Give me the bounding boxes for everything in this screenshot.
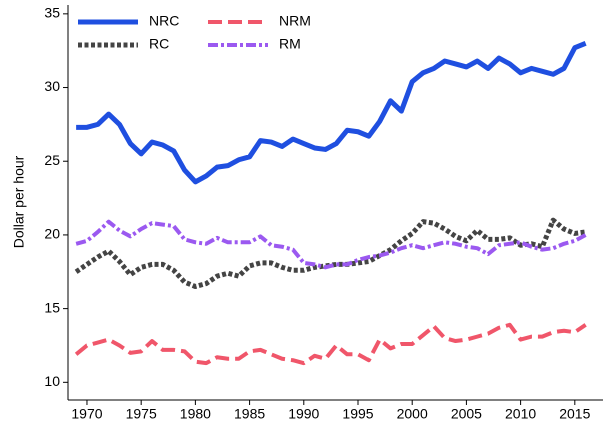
y-axis-label: Dollar per hour [11,155,27,248]
series-line [75,219,587,270]
series-line [74,217,586,290]
legend-label: RM [279,36,301,52]
x-tick-label: 1975 [126,406,157,422]
y-tick-label: 20 [44,226,60,242]
series-line [76,41,587,185]
legend-label: RC [149,36,169,52]
x-tick-label: 1970 [71,406,102,422]
y-tick-label: 15 [44,299,60,315]
y-tick-label: 10 [44,373,60,389]
x-tick-label: 2010 [505,406,536,422]
x-tick-label: 2005 [451,406,482,422]
legend-label: NRC [149,13,179,29]
legend-label: NRM [279,13,311,29]
x-tick-label: 2015 [559,406,590,422]
x-tick-label: 2000 [397,406,428,422]
x-tick-label: 1990 [288,406,319,422]
y-tick-label: 30 [44,78,60,94]
y-tick-label: 35 [44,5,60,21]
x-tick-label: 1980 [180,406,211,422]
y-tick-label: 25 [44,152,60,168]
x-tick-label: 1995 [342,406,373,422]
x-tick-label: 1985 [234,406,265,422]
series-line [74,322,587,366]
